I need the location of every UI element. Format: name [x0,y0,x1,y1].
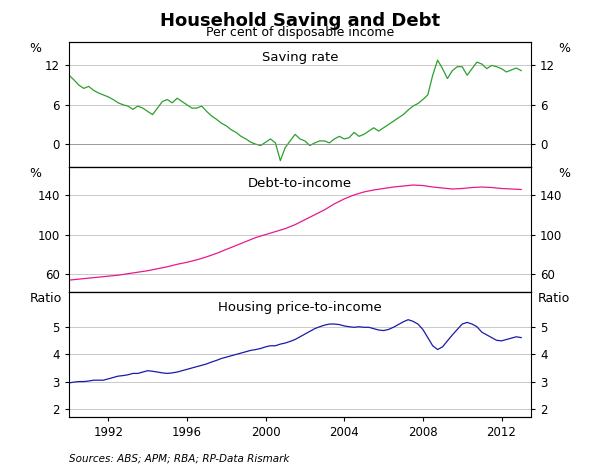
Text: %: % [30,167,42,180]
Text: Debt-to-income: Debt-to-income [248,177,352,190]
Text: Sources: ABS; APM; RBA; RP-Data Rismark: Sources: ABS; APM; RBA; RP-Data Rismark [69,454,289,464]
Text: Per cent of disposable income: Per cent of disposable income [206,26,394,39]
Text: Ratio: Ratio [30,292,62,305]
Text: Housing price-to-income: Housing price-to-income [218,301,382,314]
Text: Household Saving and Debt: Household Saving and Debt [160,12,440,30]
Text: %: % [558,42,570,56]
Text: %: % [558,167,570,180]
Text: %: % [30,42,42,56]
Text: Saving rate: Saving rate [262,51,338,64]
Text: Ratio: Ratio [538,292,570,305]
